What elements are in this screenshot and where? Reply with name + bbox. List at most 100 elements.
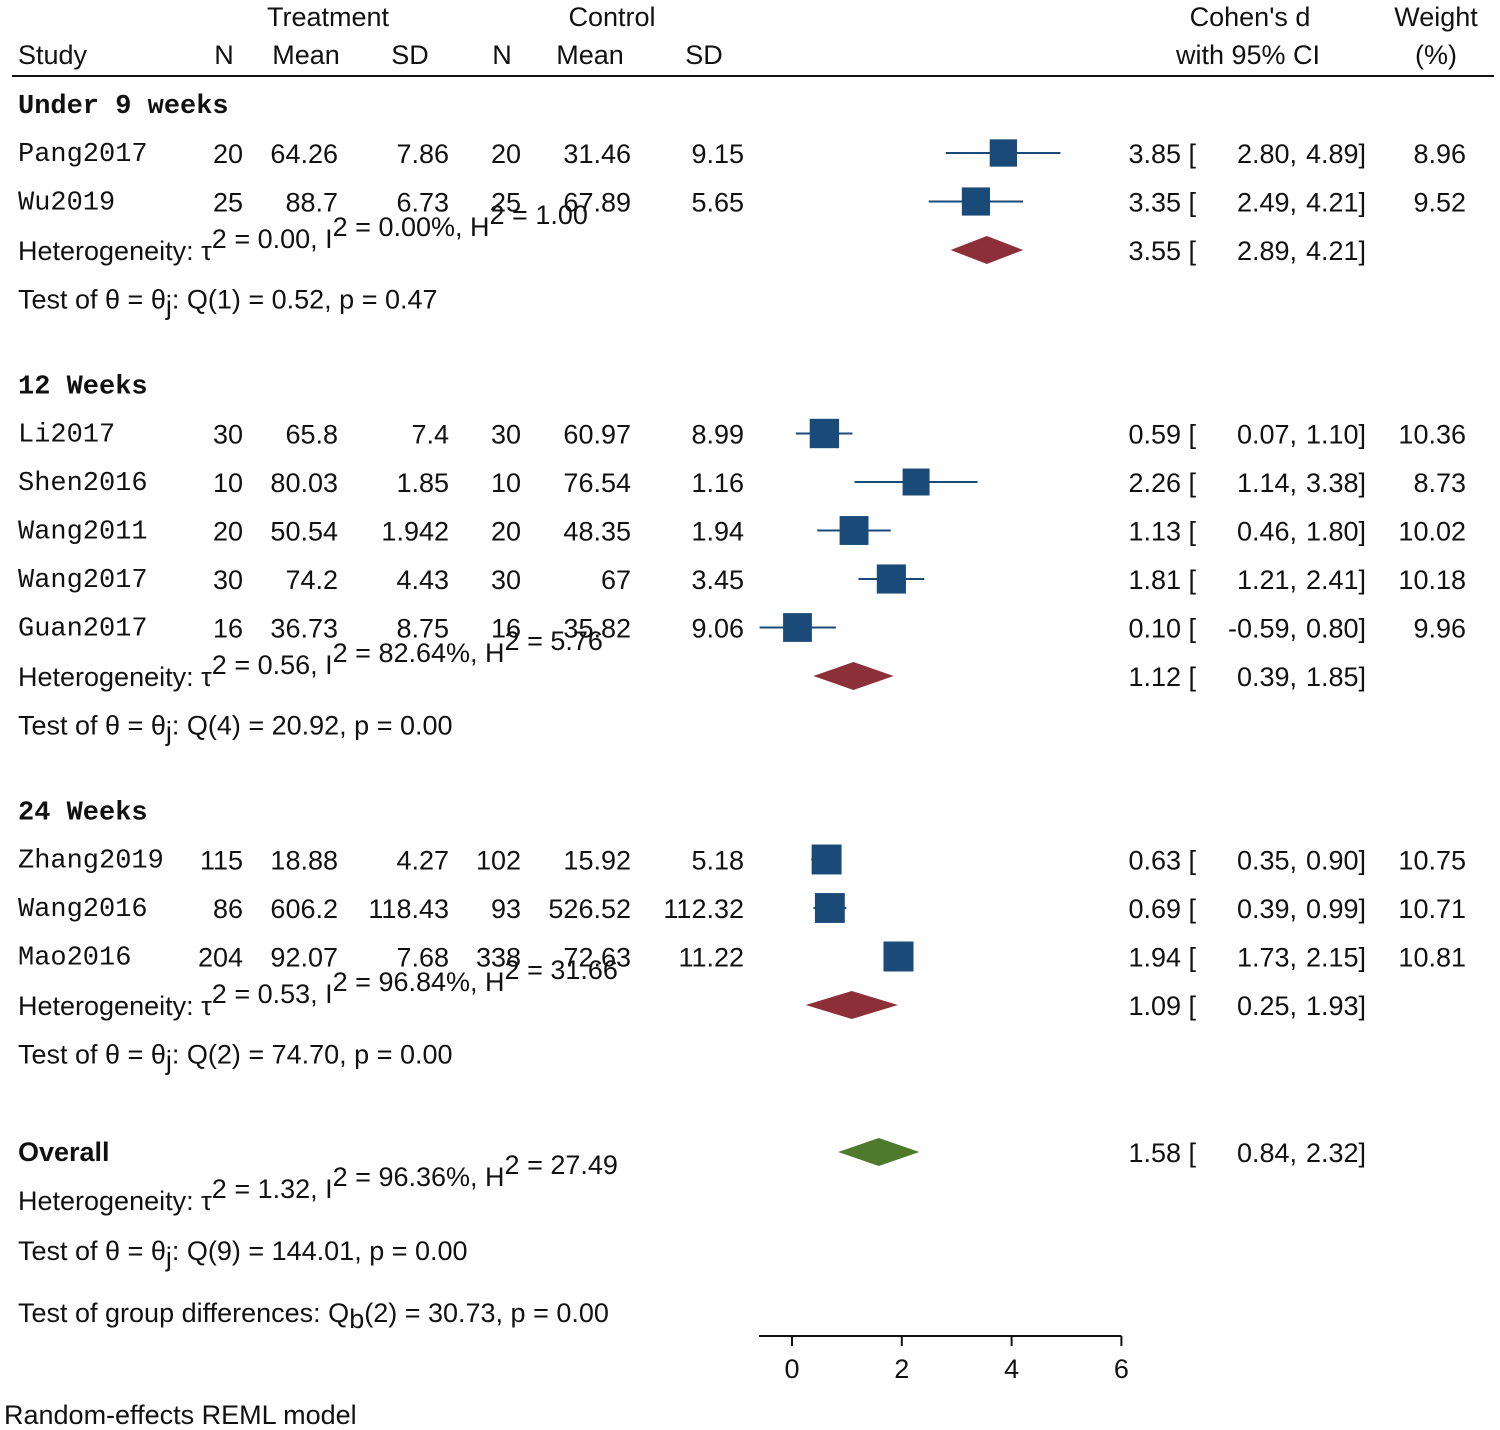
- subgroup-ci-upper: 1.85]: [1306, 662, 1366, 692]
- subgroup-summary-diamond: [805, 991, 898, 1019]
- control-mean: 15.92: [563, 846, 631, 876]
- group-label: 12 Weeks: [18, 373, 148, 403]
- group-heterogeneity: Heterogeneity: τ2 = 0.56, I2 = 82.64%, H…: [18, 626, 603, 692]
- treatment-sd: 7.86: [396, 139, 449, 169]
- treatment-mean: 65.8: [285, 420, 338, 450]
- study-effect-marker: [811, 844, 842, 875]
- study-ci-upper: 1.10]: [1306, 420, 1366, 450]
- study-effect-marker: [989, 139, 1018, 167]
- group-heterogeneity: Heterogeneity: τ2 = 0.53, I2 = 96.84%, H…: [18, 955, 618, 1021]
- treatment-mean: 92.07: [270, 943, 338, 973]
- treatment-n: 20: [213, 517, 243, 547]
- study-ci-upper: 2.41]: [1306, 565, 1366, 595]
- subgroup-estimate: 1.12 [: [1128, 662, 1196, 692]
- treatment-mean: 74.2: [285, 565, 338, 595]
- treatment-mean: 64.26: [270, 139, 338, 169]
- overall-summary-diamond: [838, 1138, 920, 1166]
- control-sd: 9.06: [691, 614, 744, 644]
- treatment-mean: 606.2: [270, 894, 338, 924]
- control-mean: 35.82: [563, 614, 631, 644]
- study-effect-marker: [876, 564, 906, 594]
- study-ci-upper: 2.15]: [1306, 943, 1366, 973]
- study-weight: 10.71: [1398, 894, 1466, 924]
- header-weight-line1: Weight: [1394, 2, 1478, 32]
- overall-estimate: 1.58 [: [1128, 1138, 1196, 1168]
- treatment-sd: 118.43: [368, 894, 449, 924]
- study-name: Li2017: [18, 421, 115, 451]
- treatment-n: 115: [200, 846, 243, 876]
- study-ci-upper: 0.90]: [1306, 846, 1366, 876]
- treatment-sd: 4.43: [396, 565, 449, 595]
- control-sd: 9.15: [691, 139, 744, 169]
- subgroup-ci-lower: 0.25,: [1237, 991, 1297, 1021]
- control-mean: 48.35: [563, 517, 631, 547]
- study-effect-marker: [839, 516, 869, 545]
- study-ci-upper: 4.89]: [1306, 139, 1366, 169]
- study-ci-lower: 2.49,: [1237, 188, 1297, 218]
- control-mean: 526.52: [548, 894, 631, 924]
- x-axis: 0 2 4 6: [759, 1335, 1129, 1384]
- treatment-sd: 6.73: [396, 188, 449, 218]
- control-mean: 67: [601, 565, 631, 595]
- treatment-sd: 8.75: [396, 614, 449, 644]
- control-mean: 67.89: [563, 188, 631, 218]
- study-weight: 10.36: [1398, 420, 1466, 450]
- control-sd: 5.65: [691, 188, 744, 218]
- group-test: Test of θ = θj: Q(1) = 0.52, p = 0.47: [18, 285, 438, 321]
- study-ci-lower: 0.39,: [1237, 894, 1297, 924]
- study-estimate: 2.26 [: [1128, 468, 1196, 498]
- overall-heterogeneity: Heterogeneity: τ2 = 1.32, I2 = 96.36%, H…: [18, 1150, 618, 1216]
- group-label: 24 Weeks: [18, 799, 148, 829]
- study-effect-marker: [814, 893, 845, 923]
- group-test: Test of θ = θj: Q(2) = 74.70, p = 0.00: [18, 1040, 453, 1076]
- header-weight-line2: (%): [1415, 40, 1457, 70]
- study-weight: 10.75: [1398, 846, 1466, 876]
- group-heterogeneity: Heterogeneity: τ2 = 0.00, I2 = 0.00%, H2…: [18, 200, 588, 266]
- axis-tick-label: 2: [894, 1354, 909, 1384]
- header-effect-line2: with 95% CI: [1175, 40, 1320, 70]
- control-mean: 31.46: [563, 139, 631, 169]
- group-label: Under 9 weeks: [18, 92, 229, 122]
- study-ci-lower: 2.80,: [1237, 139, 1297, 169]
- control-n: 16: [491, 614, 521, 644]
- study-effect-marker: [883, 941, 914, 972]
- subgroup-ci-upper: 4.21]: [1306, 236, 1366, 266]
- study-weight: 9.96: [1413, 614, 1466, 644]
- treatment-sd: 4.27: [396, 846, 449, 876]
- control-n: 30: [491, 420, 521, 450]
- control-sd: 11.22: [678, 943, 744, 973]
- treatment-mean: 88.7: [285, 188, 338, 218]
- header-control: Control: [568, 2, 655, 32]
- control-mean: 72.63: [563, 943, 631, 973]
- study-weight: 8.73: [1413, 468, 1466, 498]
- study-name: Wu2019: [18, 189, 115, 219]
- treatment-sd: 1.85: [396, 468, 449, 498]
- treatment-mean: 80.03: [270, 468, 338, 498]
- study-estimate: 1.94 [: [1128, 943, 1196, 973]
- subgroup-estimate: 3.55 [: [1128, 236, 1196, 266]
- study-ci-lower: 1.14,: [1237, 468, 1297, 498]
- header-control-mean: Mean: [556, 40, 624, 70]
- treatment-n: 204: [198, 943, 243, 973]
- header-effect-line1: Cohen's d: [1190, 2, 1311, 32]
- model-footnote: Random-effects REML model: [4, 1400, 357, 1430]
- study-ci-upper: 0.99]: [1306, 894, 1366, 924]
- study-weight: 10.81: [1398, 943, 1466, 973]
- control-n: 20: [491, 139, 521, 169]
- treatment-n: 16: [213, 614, 243, 644]
- subgroup-ci-upper: 1.93]: [1306, 991, 1366, 1021]
- study-name: Mao2016: [18, 944, 131, 974]
- treatment-n: 25: [213, 188, 243, 218]
- study-weight: 10.02: [1398, 517, 1466, 547]
- group-differences-test: Test of group differences: Qb(2) = 30.73…: [18, 1298, 609, 1334]
- header-control-n: N: [492, 40, 512, 70]
- control-n: 20: [491, 517, 521, 547]
- header-control-sd: SD: [685, 40, 723, 70]
- axis-tick-label: 0: [784, 1354, 799, 1384]
- overall-ci-upper: 2.32]: [1306, 1138, 1366, 1168]
- control-n: 25: [491, 188, 521, 218]
- study-estimate: 0.63 [: [1128, 846, 1196, 876]
- header-treatment-sd: SD: [391, 40, 429, 70]
